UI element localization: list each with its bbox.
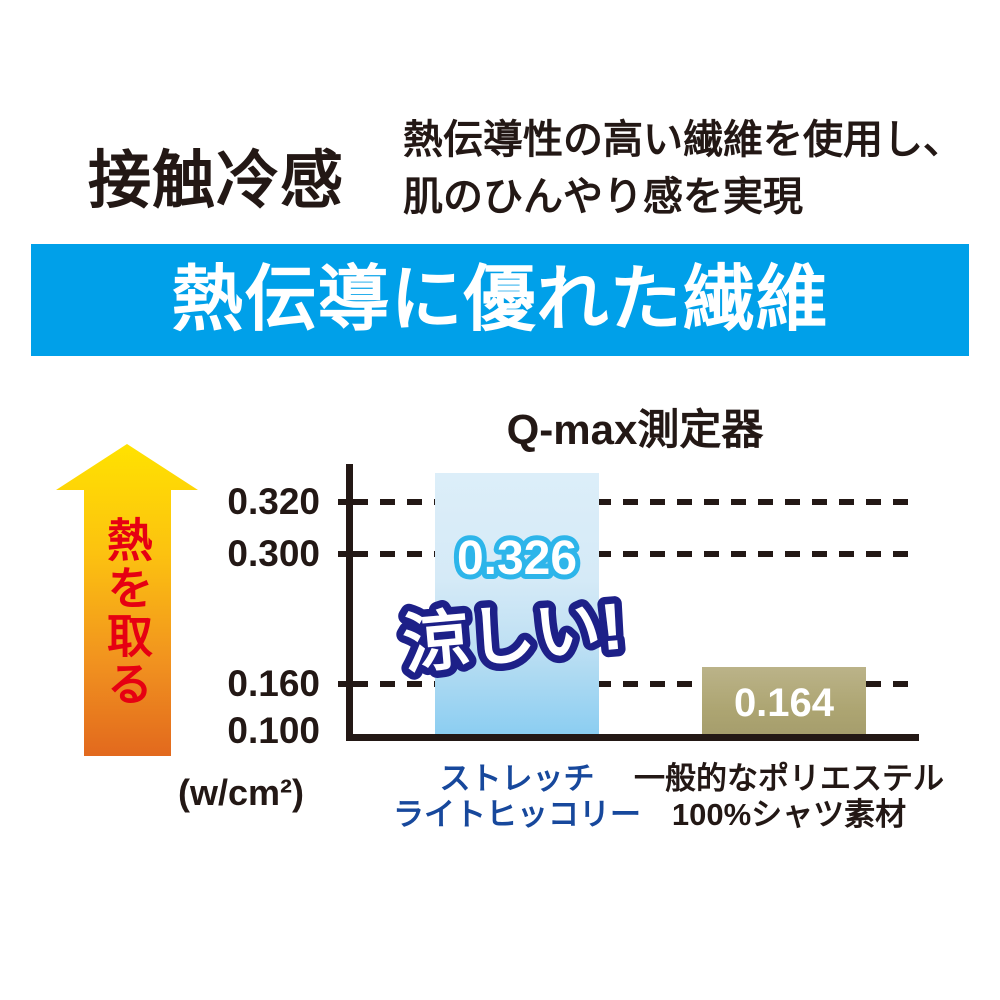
bar-stretch-light-hickory: [435, 473, 599, 737]
gridline-0320: [353, 499, 918, 505]
category2-line2: 100%シャツ素材: [671, 797, 907, 832]
bar-polyester-shirt: [702, 667, 866, 737]
section-banner: 熱伝導に優れた繊維: [31, 244, 969, 356]
category-label-polyester-shirt: 一般的なポリエステル 100%シャツ素材: [634, 761, 944, 833]
y-axis-tick: [338, 681, 347, 687]
y-tick-label: 0.160: [227, 663, 320, 704]
header-subtitle-line1: 熱伝導性の高い繊維を使用し、: [403, 118, 963, 162]
category1-line1: ストレッチ: [439, 761, 595, 796]
category-label-stretch-light-hickory: ストレッチ ライトヒッコリー: [362, 761, 672, 833]
category2-line1: 一般的なポリエステル: [634, 761, 944, 796]
bar2-value-label: 0.164: [733, 681, 835, 725]
y-axis-line: [346, 464, 353, 741]
y-axis-tick: [338, 551, 347, 557]
chart-title: Q-max測定器: [506, 406, 764, 453]
unit-label: (w/cm²): [178, 772, 304, 813]
svg-text:涼しい!: 涼しい!: [400, 589, 626, 682]
gridline-0300: [353, 551, 918, 557]
gridline-0160: [353, 681, 918, 687]
page-title: 接触冷感: [88, 146, 344, 216]
y-tick-label: 0.100: [227, 710, 320, 751]
header-subtitle: 熱伝導性の高い繊維を使用し、 肌のひんやり感を実現: [403, 112, 963, 226]
bar1-value-label: 0.326: [452, 527, 582, 590]
svg-text:0.326: 0.326: [457, 532, 577, 585]
y-axis-tick: [338, 499, 347, 505]
arrow-label: 熱を取る: [101, 516, 153, 708]
cool-annotation: 涼しい!: [393, 581, 634, 688]
y-tick-label: 0.320: [227, 481, 320, 522]
x-axis-line: [346, 734, 919, 741]
y-tick-label: 0.300: [227, 533, 320, 574]
category1-line2: ライトヒッコリー: [393, 797, 641, 832]
heat-arrow-icon: [56, 444, 198, 756]
header-subtitle-line2: 肌のひんやり感を実現: [403, 175, 803, 219]
